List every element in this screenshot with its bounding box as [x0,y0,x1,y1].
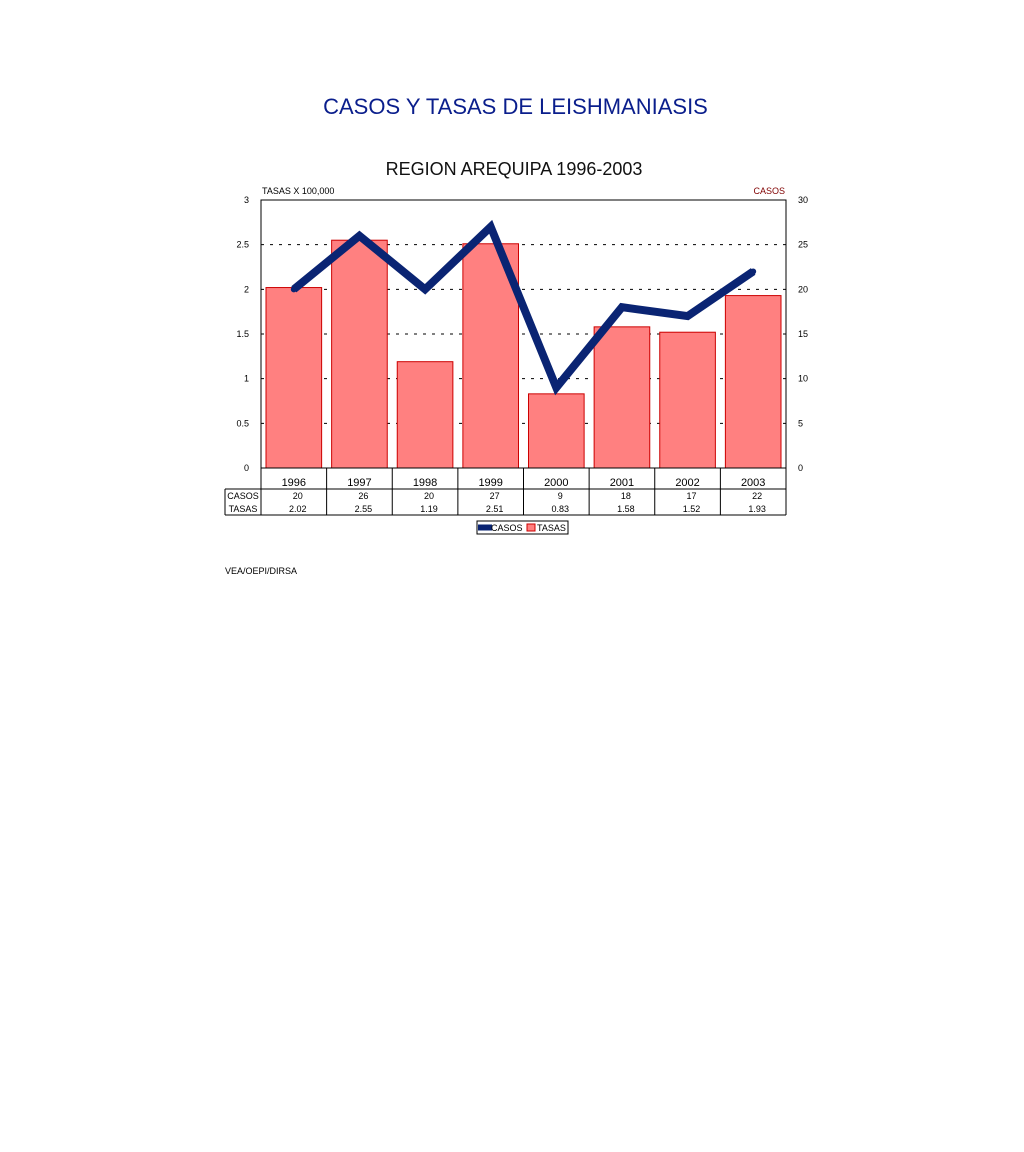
bar-2001 [593,326,651,469]
bar-1997 [331,239,388,469]
x-tick-label: 1999 [478,477,502,489]
right-tick-label: 5 [798,418,803,428]
page-title: CASOS Y TASAS DE LEISHMANIASIS [323,94,708,119]
table-cell-tasas: 0.83 [552,504,570,514]
data-table: 1996 1997 1998 1999 2000 2001 2002 2003 CASOS TAS… [224,468,787,516]
table-cell-casos: 9 [558,491,563,501]
right-tick-label: 30 [798,195,808,205]
legend-label-tasas: TASAS [537,523,566,533]
point-casos-2002 [684,313,691,320]
x-tick-label: 2000 [544,477,568,489]
left-tick-label: 2 [244,284,249,294]
left-tick-label: 3 [244,195,249,205]
legend: CASOS TASAS [476,520,569,535]
gridlines [261,244,786,424]
table-cell-tasas: 2.55 [355,504,373,514]
table-cell-tasas: 1.19 [420,504,438,514]
right-axis-ticks: 0 5 10 15 20 25 30 [798,195,808,473]
source-note: VEA/OEPI/DIRSA [225,566,298,576]
table-cell-casos: 17 [687,491,697,501]
bar-1996 [265,287,323,469]
right-tick-label: 20 [798,284,808,294]
point-casos-2001 [618,304,625,311]
left-axis-ticks: 0 0.5 1 1.5 2 2.5 3 [236,195,249,473]
point-casos-1996 [290,286,297,293]
table-cell-casos: 22 [752,491,762,501]
table-cell-casos: 20 [424,491,434,501]
point-casos-2000 [553,384,560,391]
left-tick-label: 2.5 [236,240,249,250]
table-cell-casos: 27 [490,491,500,501]
x-tick-label: 1997 [347,477,371,489]
point-casos-1999 [487,223,494,230]
point-casos-2003 [750,268,757,275]
legend-label-casos: CASOS [491,523,523,533]
point-casos-1998 [422,286,429,293]
right-tick-label: 0 [798,463,803,473]
point-casos-1997 [356,232,363,239]
left-tick-label: 1.5 [236,329,249,339]
bar-1998 [396,361,454,469]
table-cell-tasas: 2.02 [289,504,307,514]
legend-swatch-tasas [526,523,536,532]
combo-chart: REGION AREQUIPA 1996-2003 TASAS X 100,00… [224,159,808,535]
left-tick-label: 0.5 [236,418,249,428]
left-tick-label: 0 [244,463,249,473]
table-cell-tasas: 1.52 [683,504,701,514]
chart-title: REGION AREQUIPA 1996-2003 [386,159,643,179]
line-series-casos [290,219,757,396]
table-row-header-casos: CASOS [227,491,259,501]
right-tick-label: 15 [798,329,808,339]
right-tick-label: 25 [798,240,808,250]
y-left-axis-label: TASAS X 100,000 [262,186,334,196]
x-tick-label: 2003 [741,477,765,489]
y-right-axis-label: CASOS [753,186,785,196]
table-row-header-tasas: TASAS [229,504,258,514]
bar-2003 [724,295,782,469]
table-cell-casos: 20 [293,491,303,501]
right-tick-label: 10 [798,374,808,384]
table-cell-casos: 18 [621,491,631,501]
x-tick-label: 2002 [675,477,699,489]
table-cell-tasas: 1.93 [748,504,766,514]
table-cell-casos: 26 [358,491,368,501]
bar-2002 [659,331,716,469]
line-casos-path [291,219,756,396]
left-tick-label: 1 [244,374,249,384]
x-tick-label: 1998 [413,477,437,489]
bar-series-tasas [265,239,782,469]
legend-frame [476,520,569,535]
table-cell-tasas: 2.51 [486,504,504,514]
bar-2000 [528,393,585,469]
x-tick-label: 2001 [610,477,634,489]
table-cell-tasas: 1.58 [617,504,635,514]
x-tick-label: 1996 [282,477,306,489]
